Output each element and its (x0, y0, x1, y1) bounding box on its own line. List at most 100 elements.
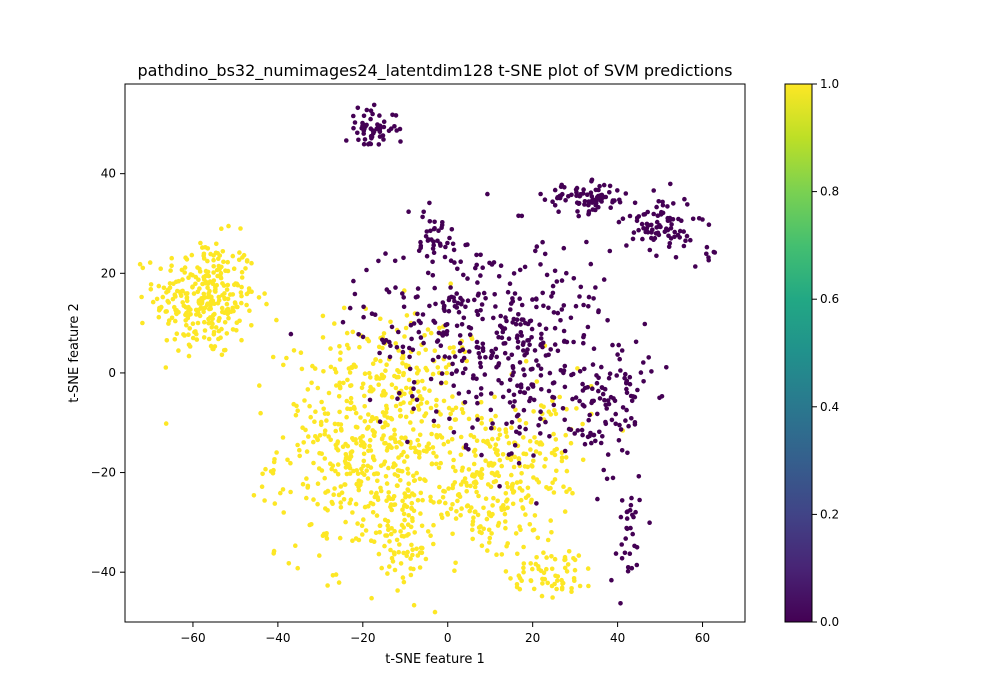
scatter-point (198, 240, 203, 246)
scatter-point (466, 447, 471, 452)
scatter-point (633, 509, 638, 515)
scatter-point (641, 226, 646, 231)
scatter-point (464, 503, 470, 509)
scatter-point (449, 227, 455, 232)
scatter-point (238, 226, 243, 231)
scatter-point (148, 282, 154, 287)
scatter-point (409, 336, 414, 342)
scatter-point (669, 222, 674, 227)
scatter-point (407, 366, 413, 372)
scatter-point (294, 403, 299, 409)
scatter-point (306, 434, 311, 439)
scatter-point (410, 347, 416, 353)
scatter-point (325, 488, 331, 494)
scatter-point (344, 414, 349, 420)
scatter-point (331, 492, 337, 498)
scatter-point (672, 229, 677, 235)
scatter-point (666, 233, 671, 239)
scatter-point (335, 471, 341, 477)
scatter-point (634, 545, 640, 550)
scatter-point (635, 387, 640, 393)
scatter-point (167, 285, 173, 291)
scatter-point (366, 448, 371, 454)
scatter-point (183, 291, 188, 296)
scatter-point (539, 442, 545, 447)
scatter-point (441, 441, 447, 447)
scatter-point (392, 567, 398, 573)
scatter-point (280, 487, 286, 492)
scatter-point (596, 308, 601, 313)
scatter-point (474, 344, 480, 350)
scatter-point (478, 360, 483, 366)
scatter-point (581, 302, 586, 308)
scatter-point (430, 445, 436, 450)
scatter-point (513, 321, 519, 327)
scatter-point (362, 442, 367, 447)
scatter-point (180, 277, 185, 282)
scatter-point (459, 468, 465, 473)
scatter-point (479, 466, 485, 472)
scatter-point (568, 427, 574, 433)
scatter-point (400, 498, 405, 504)
scatter-point (396, 374, 401, 380)
scatter-point (364, 468, 370, 473)
scatter-point (528, 395, 533, 401)
scatter-point (337, 409, 342, 415)
y-axis-label: t-SNE feature 2 (67, 303, 82, 402)
scatter-point (426, 441, 432, 447)
scatter-point (509, 420, 515, 425)
scatter-point (318, 422, 324, 428)
scatter-point (481, 505, 486, 511)
scatter-point (190, 272, 195, 278)
scatter-point (236, 257, 242, 263)
scatter-point (416, 351, 422, 356)
scatter-point (478, 386, 484, 391)
scatter-point (521, 367, 526, 372)
scatter-point (468, 326, 474, 331)
scatter-point (344, 398, 350, 404)
scatter-point (256, 295, 262, 300)
scatter-point (682, 196, 687, 202)
scatter-point (417, 476, 423, 482)
scatter-point (483, 458, 488, 464)
scatter-point (361, 123, 366, 129)
scatter-point (216, 294, 222, 300)
scatter-point (559, 458, 565, 464)
scatter-point (340, 319, 346, 325)
scatter-point (418, 245, 424, 251)
scatter-point (503, 315, 508, 320)
scatter-point (516, 213, 521, 219)
scatter-point (512, 443, 518, 448)
scatter-point (645, 222, 651, 228)
scatter-point (478, 252, 483, 258)
scatter-point (542, 464, 547, 469)
scatter-point (620, 216, 626, 221)
scatter-point (321, 369, 326, 374)
scatter-point (348, 453, 354, 458)
scatter-point (466, 389, 472, 395)
scatter-point (566, 549, 572, 554)
scatter-point (361, 517, 366, 522)
scatter-point (406, 513, 412, 518)
scatter-point (636, 474, 642, 479)
scatter-point (182, 333, 187, 338)
scatter-point (214, 282, 219, 288)
scatter-point (516, 573, 522, 578)
scatter-point (169, 315, 175, 321)
scatter-point (392, 502, 398, 507)
scatter-point (466, 416, 472, 422)
scatter-point (560, 406, 566, 411)
scatter-point (504, 543, 509, 549)
scatter-point (404, 504, 410, 510)
scatter-point (417, 449, 422, 455)
scatter-point (239, 337, 244, 343)
scatter-point (641, 379, 646, 384)
scatter-point (366, 504, 371, 509)
scatter-point (173, 318, 178, 324)
scatter-point (654, 253, 659, 259)
scatter-point (440, 495, 446, 500)
scatter-point (447, 416, 452, 422)
scatter-point (588, 190, 594, 195)
scatter-point (430, 357, 436, 363)
scatter-point (353, 536, 359, 541)
